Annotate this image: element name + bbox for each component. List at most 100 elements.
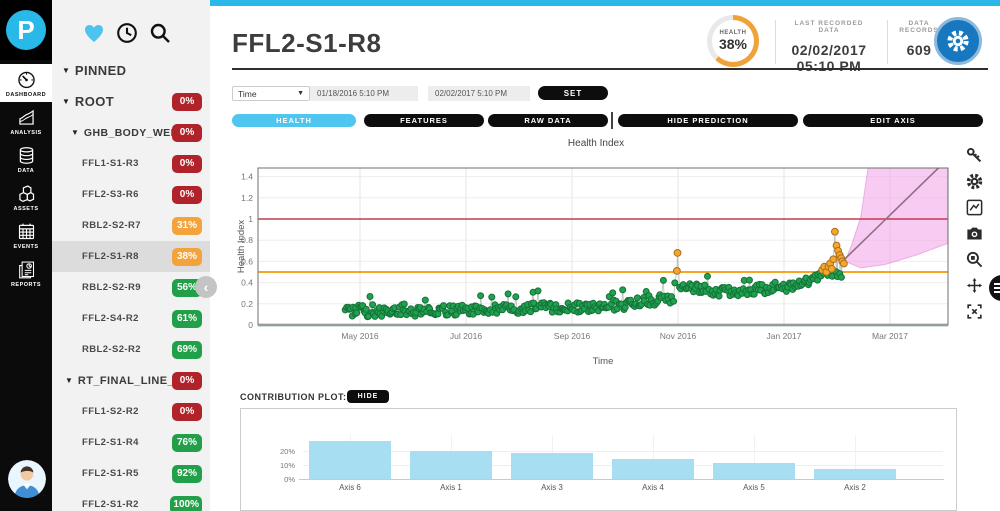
rail-item-events[interactable]: EVENTS — [0, 216, 52, 254]
tree-item-ffl2-s3-r6[interactable]: FFL2-S3-R6 0% — [52, 179, 210, 210]
top-accent-strip — [52, 0, 1000, 6]
set-button[interactable]: SET — [538, 86, 608, 100]
contrib-bar-label: Axis 4 — [642, 483, 664, 492]
header-rule — [232, 68, 988, 70]
tree-item-ffl1-s1-r3[interactable]: FFL1-S1-R3 0% — [52, 148, 210, 179]
health-badge: 0% — [172, 185, 202, 204]
tree-item-root[interactable]: ▼ ROOT 0% — [52, 86, 210, 117]
caret-down-icon[interactable]: ▼ — [62, 66, 70, 75]
contrib-bar-axis-2[interactable] — [814, 468, 896, 479]
svg-text:Time: Time — [593, 356, 614, 367]
tree-item-rbl2-s2-r7[interactable]: RBL2-S2-R7 31% — [52, 210, 210, 241]
key-icon[interactable] — [965, 146, 984, 165]
last-recorded-label: LAST RECORDED DATA — [794, 20, 864, 34]
tree-item-label: FFL1-S1-R3 — [82, 158, 139, 169]
chart-modebar — [960, 146, 988, 321]
svg-text:0.4: 0.4 — [241, 278, 253, 288]
contrib-y-tick: 20% — [279, 447, 295, 456]
rail-item-analysis[interactable]: ANALYSIS — [0, 102, 52, 140]
tree-item-label: FFL2-S1-R5 — [82, 468, 139, 479]
health-badge: 100% — [170, 495, 202, 511]
contrib-bar-axis-1[interactable] — [410, 451, 492, 479]
logo-circle: P — [6, 10, 46, 50]
tree-item-ghb-body-wel-[interactable]: ▼ GHB_BODY_WEL... 0% — [52, 117, 210, 148]
tree-item-pinned[interactable]: ▼ PINNED — [52, 55, 210, 86]
assets-icon — [16, 183, 37, 204]
tree-item-ffl1-s2-r2[interactable]: FFL1-S2-R2 0% — [52, 396, 210, 427]
svg-text:1.2: 1.2 — [241, 193, 253, 203]
contribution-plot[interactable]: 0% 10% 20% Axis 6 Axis 1 Axis 3 Axis 4 Axis 5 Ax… — [240, 408, 957, 511]
caret-down-icon[interactable]: ▼ — [62, 97, 70, 106]
contrib-y-tick: 10% — [279, 461, 295, 470]
svg-text:1: 1 — [248, 214, 253, 224]
sidebar-collapse-button[interactable]: ‹ — [195, 276, 217, 298]
health-badge: 0% — [172, 371, 202, 390]
header-divider — [887, 20, 888, 64]
tree-item-label: FFL1-S2-R2 — [82, 406, 139, 417]
header-divider — [775, 20, 776, 64]
contrib-bar-axis-6[interactable] — [309, 441, 391, 479]
settings-button[interactable] — [934, 17, 982, 65]
svg-text:Jul 2016: Jul 2016 — [450, 331, 482, 341]
caret-down-icon[interactable]: ▼ — [71, 128, 79, 137]
tree-item-rbl2-s2-r2[interactable]: RBL2-S2-R2 69% — [52, 334, 210, 365]
svg-text:Mar 2017: Mar 2017 — [872, 331, 908, 341]
health-badge: 0% — [172, 402, 202, 421]
end-date-input[interactable] — [428, 86, 530, 101]
tree-item-rt-final-line-1[interactable]: ▼ RT_FINAL_LINE_1 0% — [52, 365, 210, 396]
tree-item-ffl2-s1-r2[interactable]: FFL2-S1-R2 100% — [52, 489, 210, 511]
contribution-hide-button[interactable]: HIDE — [347, 390, 389, 403]
tree-item-rbl2-s2-r9[interactable]: RBL2-S2-R9 56% — [52, 272, 210, 303]
camera-icon[interactable] — [965, 224, 984, 243]
tree-item-label: FFL2-S3-R6 — [82, 189, 139, 200]
pan-icon[interactable] — [965, 276, 984, 295]
tab-features[interactable]: FEATURES — [364, 114, 484, 127]
svg-text:Health Index: Health Index — [236, 220, 247, 274]
page-title: FFL2-S1-R8 — [232, 28, 382, 58]
tree-item-label: FFL2-S4-R2 — [82, 313, 139, 324]
zoom-icon[interactable] — [965, 250, 984, 269]
svg-text:0.8: 0.8 — [241, 235, 253, 245]
health-badge: 56% — [172, 278, 202, 297]
health-gauge-value: 38% — [718, 36, 748, 52]
heart-icon[interactable] — [82, 21, 106, 45]
tree-item-ffl2-s1-r5[interactable]: FFL2-S1-R5 92% — [52, 458, 210, 489]
start-date-input[interactable] — [310, 86, 418, 101]
rail-item-dashboard[interactable]: DASHBOARD — [0, 64, 52, 102]
data-records-label: DATA RECORDS — [899, 20, 939, 34]
caret-down-icon[interactable]: ▼ — [65, 376, 73, 385]
gear-icon[interactable] — [965, 172, 984, 191]
health-badge: 92% — [172, 464, 202, 483]
app-logo[interactable]: P — [0, 0, 52, 60]
rail-item-data[interactable]: DATA — [0, 140, 52, 178]
tree-item-ffl2-s1-r4[interactable]: FFL2-S1-R4 76% — [52, 427, 210, 458]
edit-chart-icon[interactable] — [965, 198, 984, 217]
contrib-bar-axis-3[interactable] — [511, 453, 593, 479]
floating-menu-button[interactable] — [989, 275, 1000, 301]
tab-health[interactable]: HEALTH — [232, 114, 356, 127]
tree-item-label: GHB_BODY_WEL... — [83, 126, 188, 139]
tree-item-ffl2-s1-r8[interactable]: FFL2-S1-R8 38% — [52, 241, 210, 272]
tab-raw-data[interactable]: RAW DATA — [488, 114, 608, 127]
search-icon[interactable] — [148, 21, 172, 45]
rail-item-reports[interactable]: REPORTS — [0, 254, 52, 292]
svg-text:Sep 2016: Sep 2016 — [554, 331, 591, 341]
edit-axis-button[interactable]: EDIT AXIS — [803, 114, 983, 127]
hide-prediction-button[interactable]: HIDE PREDICTION — [618, 114, 798, 127]
health-badge: 0% — [172, 154, 202, 173]
rail-item-label: ANALYSIS — [10, 129, 42, 136]
tree-item-ffl2-s4-r2[interactable]: FFL2-S4-R2 61% — [52, 303, 210, 334]
contrib-bar-axis-5[interactable] — [713, 462, 795, 479]
dimension-select[interactable]: Time ▼ — [232, 86, 310, 101]
last-recorded-value: 02/02/2017 05:10 PM — [791, 42, 867, 74]
contrib-bar-axis-4[interactable] — [612, 458, 694, 479]
rail-item-assets[interactable]: ASSETS — [0, 178, 52, 216]
rail-item-label: DASHBOARD — [5, 91, 47, 98]
svg-text:May 2016: May 2016 — [341, 331, 379, 341]
user-avatar[interactable] — [8, 460, 46, 498]
clock-icon[interactable] — [115, 21, 139, 45]
health-index-chart[interactable]: May 2016 Jul 2016 Sep 2016 Nov 2016 Jan 2017… — [236, 152, 956, 367]
autoscale-icon[interactable] — [965, 302, 984, 321]
health-badge: 61% — [172, 309, 202, 328]
rail-item-label: ASSETS — [13, 205, 39, 212]
